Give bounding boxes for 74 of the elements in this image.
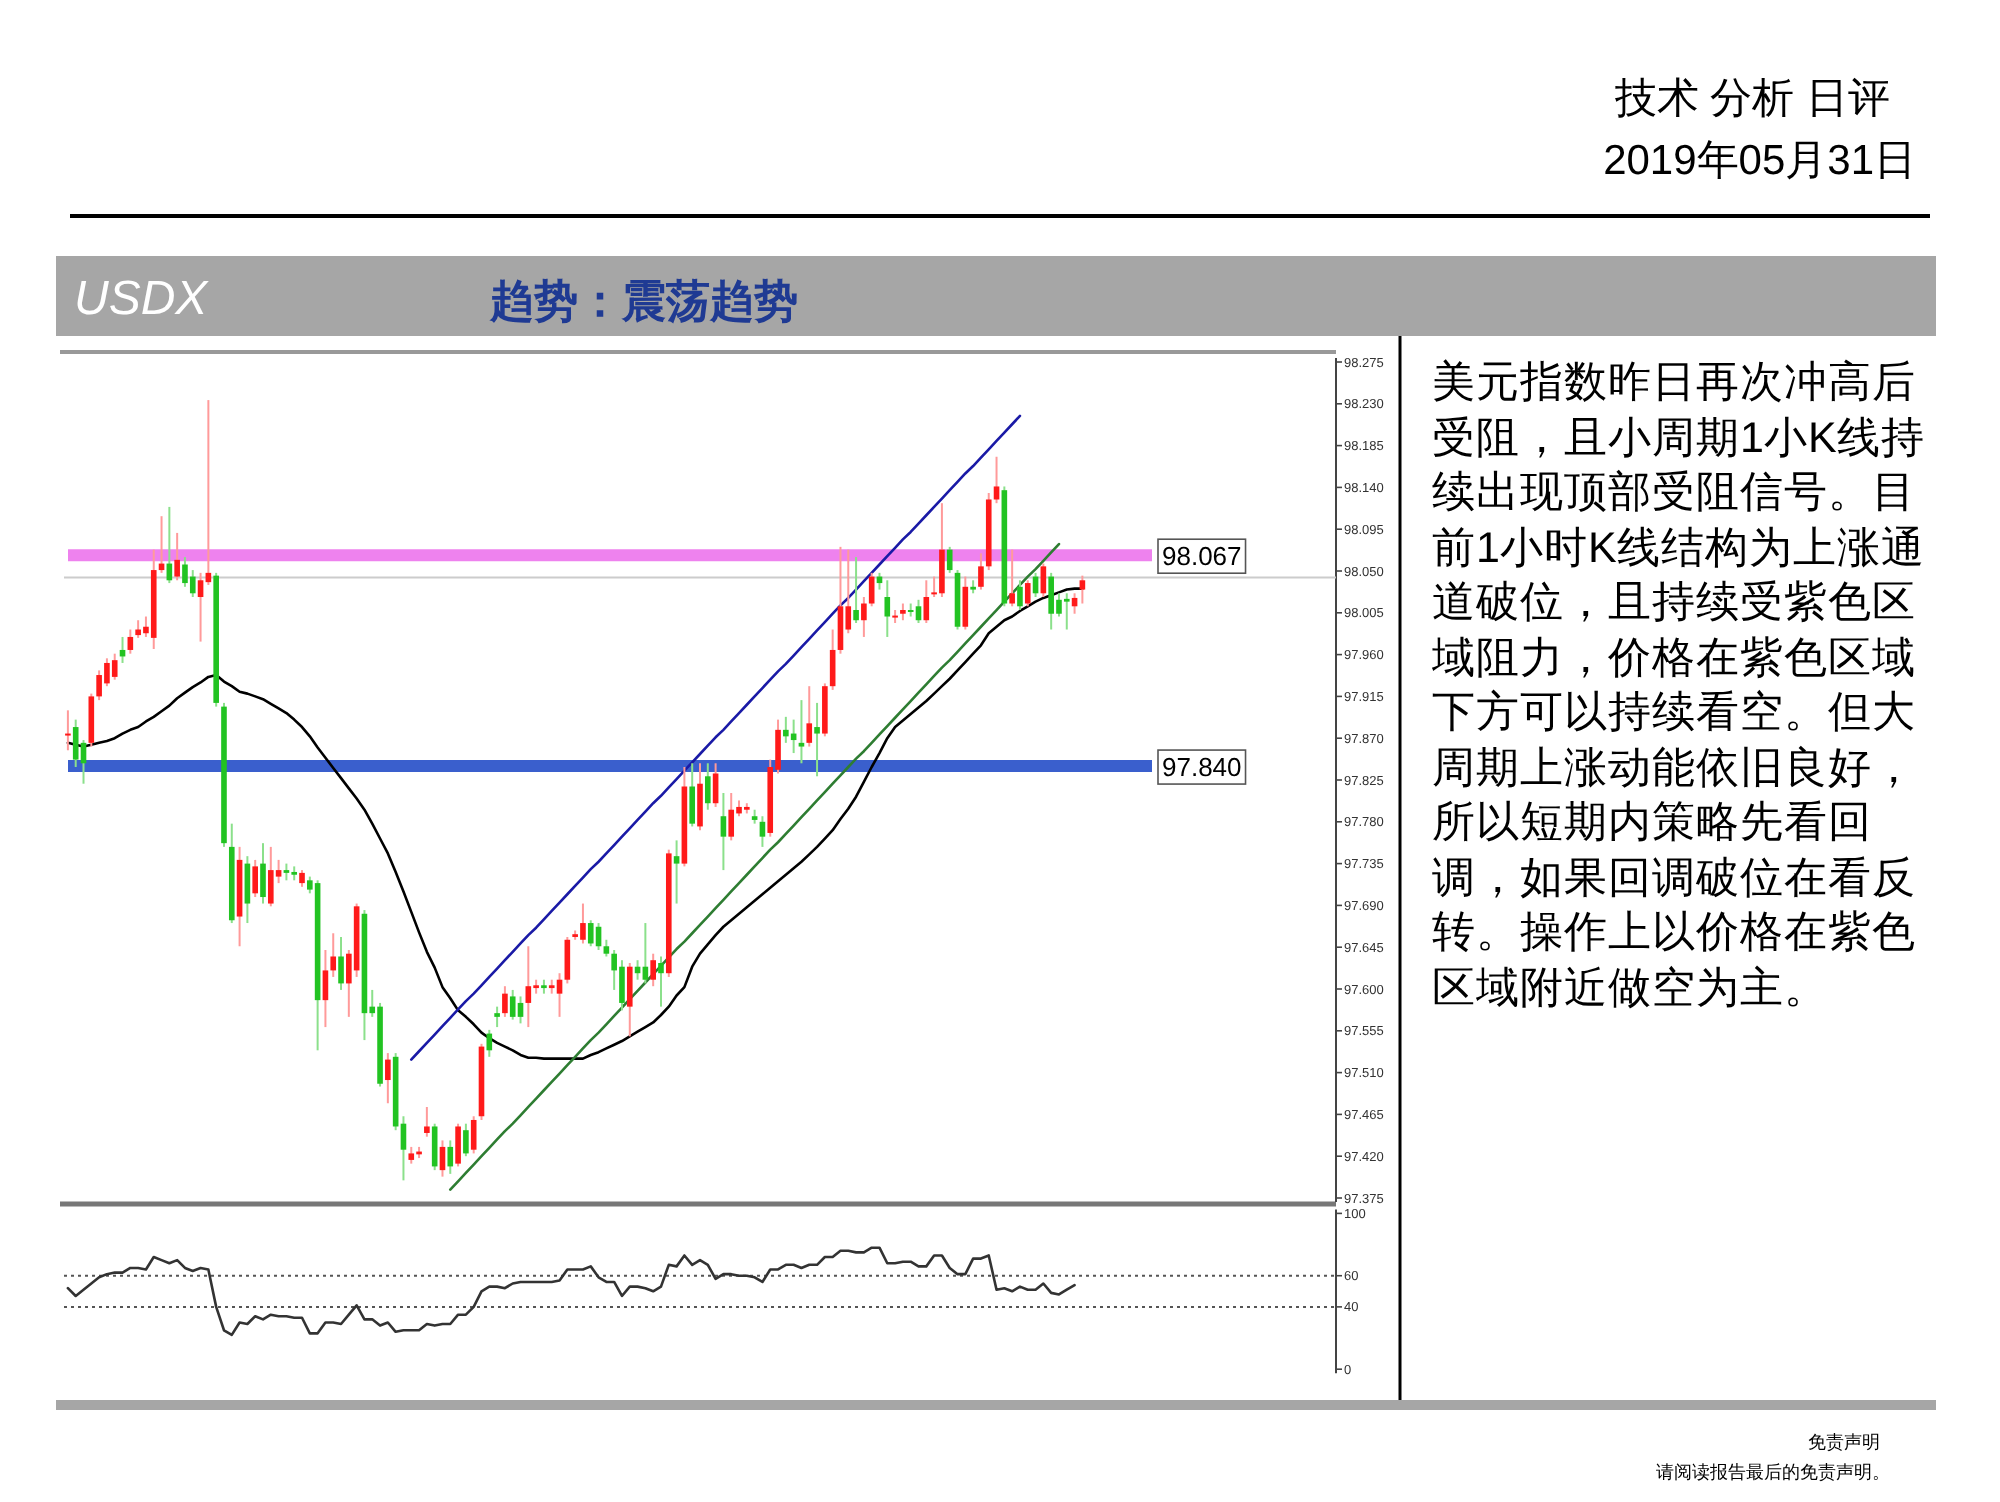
candlestick (1009, 548, 1015, 608)
candlestick (619, 959, 625, 1012)
candlestick (1017, 579, 1023, 612)
candlestick (946, 545, 953, 574)
candlestick (697, 762, 703, 832)
candlestick (525, 945, 532, 1029)
candlestick (1024, 579, 1031, 608)
candlestick (65, 709, 71, 752)
candlestick (1079, 574, 1086, 605)
candlestick (189, 569, 196, 599)
text: 美元指数昨日再次冲高后受阻，且小周期1小K线持续出现顶部受阻信号。目前1小时K线结构为上涨通道破位，且持续受紫色区域阻力，价格在紫色区域下方可以持续看空。但大周期上涨动能依旧良好，所以短期内策略先看回调，如果回调破位在看反转。操作上以价格在紫色区域附近做空为主。 (1432, 358, 1925, 1011)
candlestick (517, 995, 524, 1025)
candlestick (267, 845, 274, 908)
candlestick (1063, 592, 1070, 631)
candlestick (587, 919, 594, 948)
candlestick (502, 985, 508, 1018)
candlestick (72, 718, 79, 768)
candlestick (689, 762, 696, 828)
candlestick (111, 652, 118, 681)
text: 技术 分析 日评 (1612, 76, 1890, 122)
candlestick (580, 902, 586, 945)
candlestick (915, 598, 922, 625)
candlestick (424, 1105, 430, 1138)
candlestick (385, 1052, 391, 1105)
candlestick (712, 762, 719, 808)
text: 请阅读报告最后的免责声明。 (1656, 1462, 1890, 1482)
candlestick (556, 972, 563, 1018)
candlestick (330, 932, 337, 978)
candlestick (470, 1115, 477, 1155)
candlestick (455, 1122, 461, 1168)
candlestick (182, 556, 188, 588)
candlestick (837, 545, 844, 655)
candlestick (252, 858, 258, 899)
candlestick (104, 657, 110, 688)
candlestick (720, 792, 727, 872)
candlestick (884, 579, 891, 638)
candlestick (704, 762, 711, 811)
candlestick (939, 502, 945, 599)
candlestick (658, 955, 664, 1008)
text: 免责声明 (1808, 1432, 1880, 1452)
candlestick (338, 935, 344, 991)
candlestick (798, 699, 805, 765)
candlestick (96, 669, 102, 702)
chart-subtitle: 趋势：震荡趋势 (488, 276, 798, 326)
line-series (66, 1246, 1076, 1337)
candlestick (650, 952, 656, 988)
candlestick (486, 1028, 493, 1058)
candlestick (814, 701, 820, 778)
candlestick (174, 531, 180, 582)
candlestick (463, 1122, 469, 1158)
candlestick (1048, 571, 1054, 631)
ref-line-label: 98.067 (1162, 541, 1242, 572)
candlestick (806, 685, 813, 748)
candlestick (783, 715, 789, 744)
text: 2019年05月31日 (1603, 138, 1916, 184)
candlestick (626, 961, 633, 1038)
candlestick (88, 692, 95, 748)
candlestick (822, 682, 828, 738)
candlestick (978, 552, 984, 591)
ref-line-label: 97.840 (1162, 752, 1242, 783)
candlestick (509, 988, 516, 1021)
line-series (448, 542, 1061, 1191)
candlestick (728, 792, 735, 842)
candlestick (260, 842, 266, 905)
line-series (409, 414, 1022, 1061)
candlestick (494, 1005, 500, 1029)
candlestick (673, 839, 680, 905)
candlestick (861, 596, 867, 638)
candlestick (447, 1139, 454, 1175)
candlestick (322, 948, 329, 1029)
chart-title: USDX (74, 272, 210, 326)
candlestick (853, 556, 859, 625)
candlestick (197, 571, 204, 643)
candlestick (923, 579, 930, 625)
